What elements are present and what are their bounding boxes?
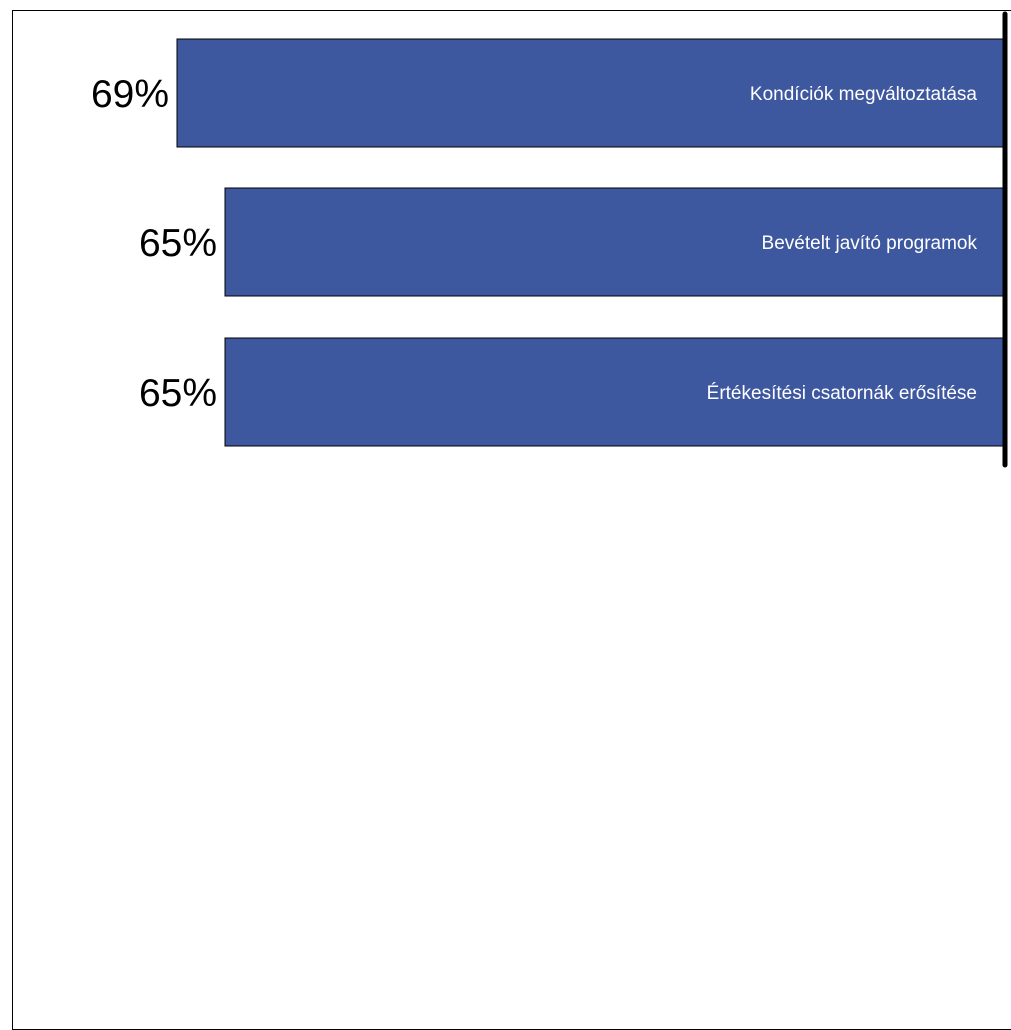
chart-frame [12,10,1011,1030]
category-label-1: Kondíciók megváltoztatása [750,84,978,105]
value-label-1: 69% [91,73,169,116]
category-label-3: Értékesítési csatornák erősítése [707,383,977,404]
value-label-3: 65% [139,372,217,415]
category-label-2: Bevételt javító programok [762,233,978,254]
bar-2 [224,187,1006,297]
value-label-2: 65% [139,222,217,265]
bar-1 [176,38,1006,148]
bar-3 [224,337,1006,447]
